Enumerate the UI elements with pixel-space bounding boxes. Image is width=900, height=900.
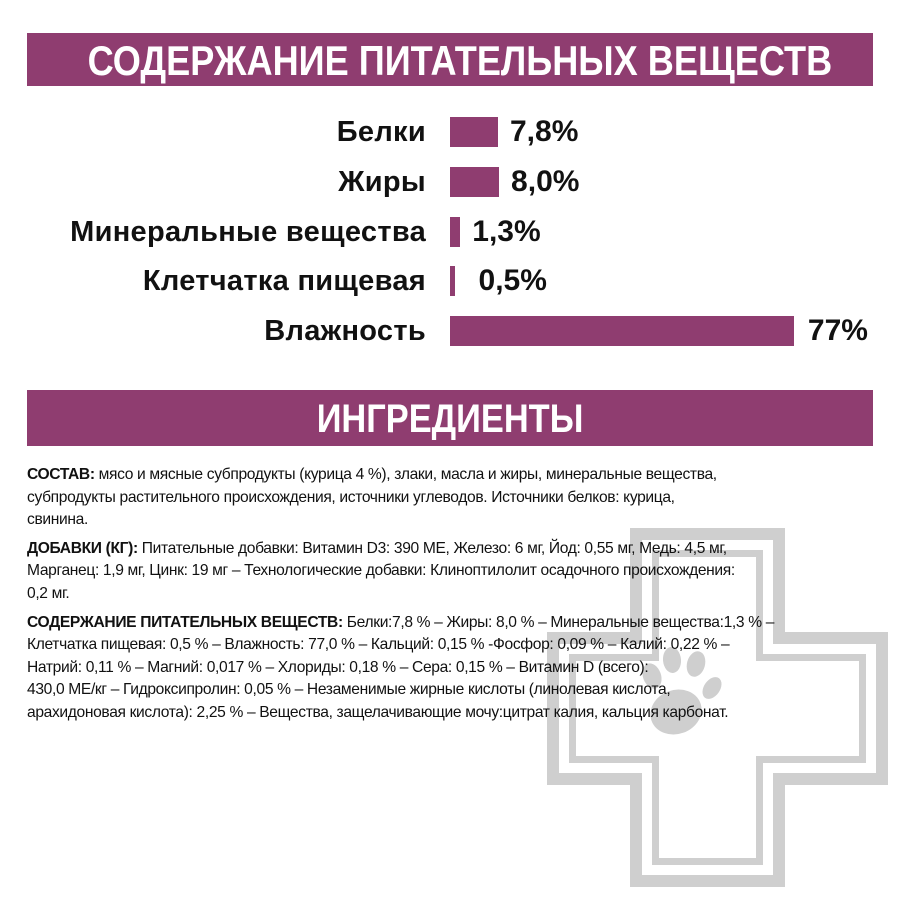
bar xyxy=(450,266,455,296)
text: мясо и мясные субпродукты (курица 4 %), … xyxy=(94,466,717,483)
nutrients-paragraph: СОДЕРЖАНИЕ ПИТАТЕЛЬНЫХ ВЕЩЕСТВ: Белки:7,… xyxy=(27,612,887,725)
paw-icon xyxy=(642,647,722,735)
text: 0,2 мг. xyxy=(27,584,70,602)
bar xyxy=(450,167,500,197)
text-line: свинина. xyxy=(27,509,887,532)
text-line: Натрий: 0,11 % – Магний: 0,017 % – Хлори… xyxy=(27,657,887,680)
text-line: 0,2 мг. xyxy=(27,583,887,606)
chart-row: Минеральные вещества 1,3% xyxy=(0,214,900,250)
category-label: Белки xyxy=(336,116,426,148)
chart-row: Жиры 8,0% xyxy=(0,164,900,200)
text: свинина. xyxy=(27,511,88,529)
text-line: Марганец: 1,9 мг, Цинк: 19 мг – Технолог… xyxy=(27,560,887,583)
category-label: Влажность xyxy=(264,315,426,347)
category-label: Минеральные вещества xyxy=(70,216,426,248)
value-label: 8,0% xyxy=(511,165,580,198)
category-label: Жиры xyxy=(338,166,426,198)
chart-row: Влажность 77% xyxy=(0,313,900,349)
section-label: ДОБАВКИ (КГ): xyxy=(27,539,138,557)
value-label: 77% xyxy=(807,314,868,347)
additives-paragraph: ДОБАВКИ (КГ): Питательные добавки: Витам… xyxy=(27,538,887,606)
text: арахидоновая кислота): 2,25 % – Вещества… xyxy=(27,703,729,721)
ingredients-text: СОСТАВ: мясо и мясные субпродукты (куриц… xyxy=(27,464,887,731)
chart-row: Клетчатка пищевая 0,5% xyxy=(0,263,900,299)
text-line: ДОБАВКИ (КГ): Питательные добавки: Витам… xyxy=(27,538,887,561)
text-line: Клетчатка пищевая: 0,5 % – Влажность: 77… xyxy=(27,634,887,657)
bar xyxy=(450,117,498,147)
text-line: субпродукты растительного происхождения,… xyxy=(27,487,887,510)
bar xyxy=(450,316,794,346)
text: Питательные добавки: Витамин D3: 390 МЕ,… xyxy=(137,539,727,557)
text: Натрий: 0,11 % – Магний: 0,017 % – Хлори… xyxy=(27,658,649,676)
value-label: 7,8% xyxy=(510,115,579,148)
value-label: 0,5% xyxy=(478,264,547,297)
text: Белки:7,8 % – Жиры: 8,0 % – Минеральные … xyxy=(342,613,775,631)
composition-paragraph: СОСТАВ: мясо и мясные субпродукты (куриц… xyxy=(27,464,887,532)
section-label: СОСТАВ: xyxy=(27,466,95,483)
ingredients-header: ИНГРЕДИЕНТЫ xyxy=(27,390,873,446)
cross-outline xyxy=(576,557,859,858)
text: Марганец: 1,9 мг, Цинк: 19 мг – Технолог… xyxy=(27,562,735,580)
text: субпродукты растительного происхождения,… xyxy=(27,488,675,506)
text-line: СОСТАВ: мясо и мясные субпродукты (куриц… xyxy=(27,464,887,487)
section-label: СОДЕРЖАНИЕ ПИТАТЕЛЬНЫХ ВЕЩЕСТВ: xyxy=(27,613,343,631)
chart-row: Белки 7,8% xyxy=(0,114,900,150)
nutrients-header: СОДЕРЖАНИЕ ПИТАТЕЛЬНЫХ ВЕЩЕСТВ xyxy=(27,33,873,86)
bar xyxy=(450,217,461,247)
value-label: 1,3% xyxy=(472,215,541,248)
text: Клетчатка пищевая: 0,5 % – Влажность: 77… xyxy=(27,636,730,654)
text-line: арахидоновая кислота): 2,25 % – Вещества… xyxy=(27,702,887,725)
text: 430,0 МЕ/кг – Гидроксипролин: 0,05 % – Н… xyxy=(27,681,671,699)
text-line: СОДЕРЖАНИЕ ПИТАТЕЛЬНЫХ ВЕЩЕСТВ: Белки:7,… xyxy=(27,612,887,635)
text-line: 430,0 МЕ/кг – Гидроксипролин: 0,05 % – Н… xyxy=(27,679,887,702)
category-label: Клетчатка пищевая xyxy=(142,265,426,297)
